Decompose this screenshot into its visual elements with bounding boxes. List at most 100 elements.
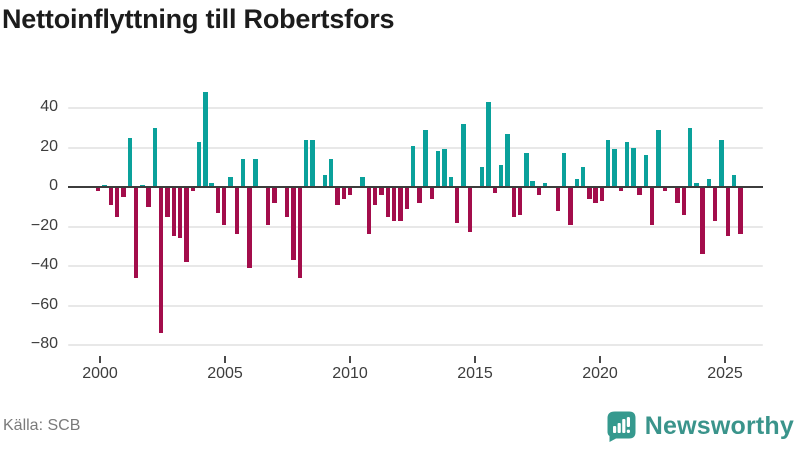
bar — [543, 183, 548, 187]
bar — [385, 187, 391, 217]
bar — [222, 187, 227, 225]
bar — [215, 187, 221, 213]
bar — [335, 187, 340, 205]
x-tick — [224, 356, 226, 363]
bar — [209, 183, 214, 187]
bar — [505, 133, 510, 187]
bar — [719, 139, 724, 187]
newsworthy-logo: Newsworthy — [607, 411, 794, 442]
newsworthy-bar-chart-pin-icon — [607, 411, 636, 442]
bar — [700, 187, 705, 255]
bar — [398, 187, 403, 221]
bar — [612, 149, 617, 187]
x-tick-label: 2025 — [707, 365, 743, 382]
bar — [536, 187, 542, 195]
x-tick — [349, 356, 351, 363]
bar — [580, 167, 586, 187]
bar — [681, 187, 686, 215]
bar — [662, 187, 668, 191]
bar — [291, 187, 296, 261]
bar — [593, 187, 598, 203]
bar — [96, 187, 101, 191]
chart-title: Nettoinflyttning till Robertsfors — [2, 4, 395, 34]
bar — [624, 141, 630, 187]
newsworthy-wordmark: Newsworthy — [644, 412, 794, 440]
bar — [108, 187, 114, 205]
y-tick-label: −80 — [30, 335, 58, 352]
bar — [114, 187, 120, 217]
bar — [687, 127, 693, 187]
bar — [467, 187, 472, 233]
y-tick-label: 20 — [40, 137, 58, 155]
bar — [599, 187, 605, 201]
x-tick-label: 2010 — [332, 365, 368, 382]
x-tick — [599, 356, 601, 363]
x-tick-label: 2015 — [457, 365, 493, 382]
y-tick-label: −60 — [30, 295, 58, 313]
bar — [297, 187, 302, 278]
bar — [184, 187, 189, 263]
bar — [498, 165, 504, 187]
bar — [461, 123, 466, 187]
bar — [706, 179, 712, 187]
bar — [568, 187, 573, 225]
bar — [284, 187, 290, 217]
bar — [391, 187, 397, 221]
bar — [656, 129, 661, 187]
bar — [190, 187, 195, 191]
bar — [203, 92, 208, 187]
bar — [366, 187, 372, 235]
bar — [127, 137, 132, 187]
bar — [694, 183, 699, 187]
bar — [517, 187, 523, 215]
bar — [530, 181, 535, 187]
bar — [177, 187, 183, 239]
bar — [631, 147, 636, 187]
bar — [171, 187, 177, 237]
gridline — [68, 146, 763, 149]
bar — [266, 187, 271, 225]
y-tick-label: 0 — [49, 177, 58, 194]
bar — [442, 149, 447, 187]
bar — [574, 179, 579, 187]
bar — [360, 177, 365, 187]
bar — [379, 187, 384, 195]
bar — [322, 175, 328, 187]
gridline — [68, 304, 763, 307]
bar — [555, 187, 561, 211]
bar — [146, 187, 151, 207]
bar — [303, 139, 309, 187]
bar — [423, 129, 428, 187]
x-tick — [474, 356, 476, 363]
gridline — [68, 225, 763, 228]
bar — [561, 153, 567, 187]
x-tick-label: 2020 — [582, 365, 618, 382]
gridline — [68, 107, 763, 109]
zero-baseline — [68, 186, 763, 188]
bar — [404, 187, 409, 209]
bar — [234, 187, 239, 235]
bar — [587, 187, 592, 199]
bar — [272, 187, 277, 203]
bar — [618, 187, 623, 191]
bar — [713, 187, 718, 221]
bar — [347, 187, 353, 195]
x-tick-label: 2005 — [207, 365, 243, 382]
y-tick-label: −40 — [30, 256, 58, 273]
bar — [121, 187, 126, 197]
y-tick-label: −20 — [30, 216, 58, 234]
bar — [152, 127, 158, 187]
bar — [492, 187, 498, 193]
bar — [417, 187, 422, 203]
bar — [486, 102, 491, 187]
bar — [253, 159, 258, 187]
bar — [329, 159, 334, 187]
bar — [605, 139, 611, 187]
bar — [373, 187, 378, 205]
gridline — [68, 265, 763, 267]
y-tick-label: 40 — [40, 98, 58, 115]
bar — [310, 139, 315, 187]
bar — [675, 187, 680, 203]
source-label: Källa: SCB — [3, 417, 81, 434]
